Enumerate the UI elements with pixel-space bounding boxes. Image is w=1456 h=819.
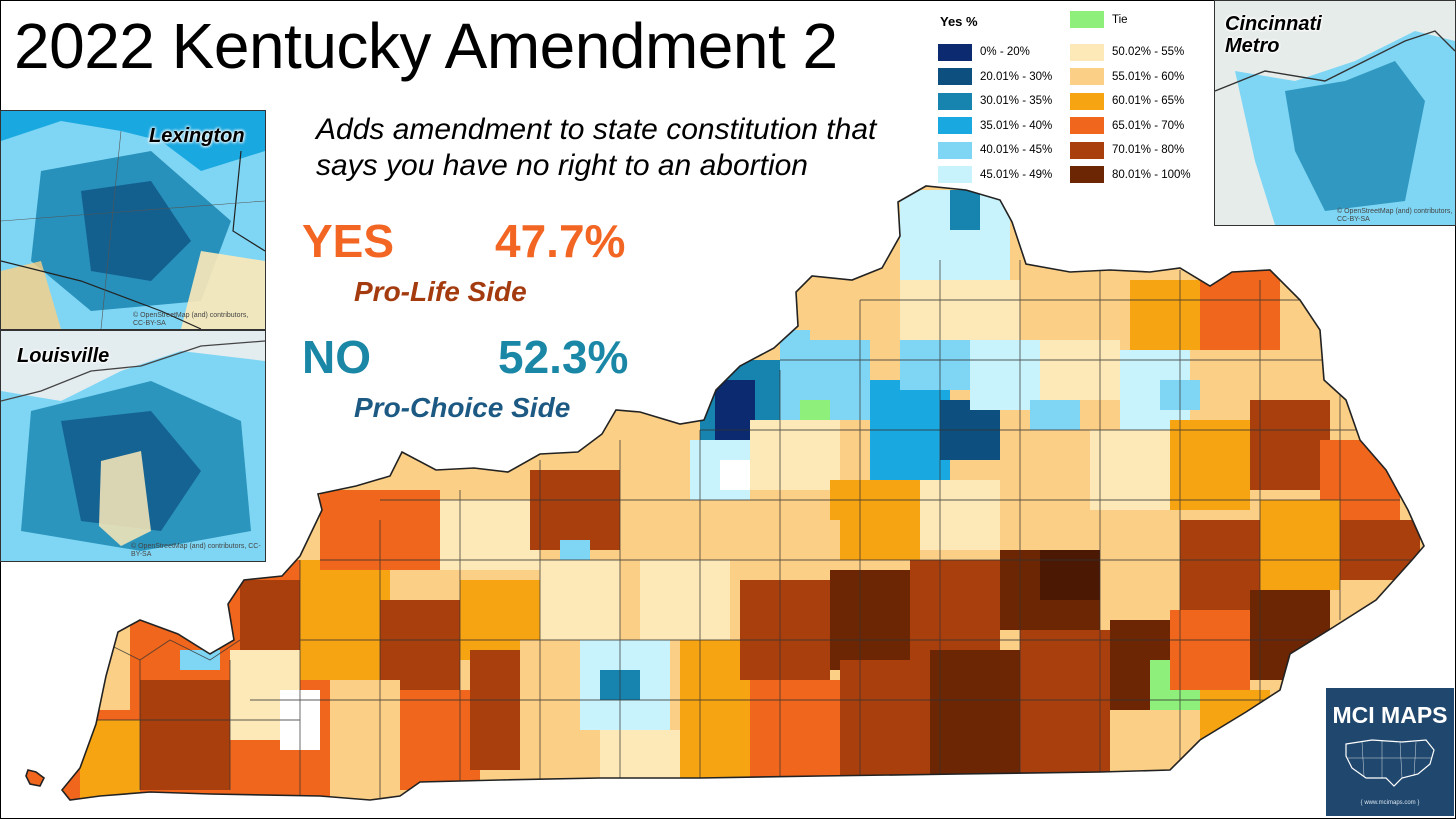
louisville-title: Louisville (17, 345, 110, 367)
yes-percent: 47.7% (495, 215, 626, 267)
legend-yes-column: 50.02% - 55% 55.01% - 60% 60.01% - 65% 6… (1070, 40, 1191, 187)
legend-swatch (938, 166, 972, 184)
louisville-credit: © OpenStreetMap (and) contributors, CC-B… (131, 543, 261, 558)
map-title: 2022 Kentucky Amendment 2 (14, 10, 838, 82)
lexington-title: Lexington (149, 125, 245, 147)
choropleth-regions (26, 190, 1420, 800)
legend-item: 50.02% - 55% (1070, 40, 1191, 65)
no-side-label: Pro-Choice Side (354, 392, 571, 423)
legend-item: 0% - 20% (938, 40, 1052, 65)
lexington-inset-map (1, 111, 265, 329)
legend-label: 45.01% - 49% (980, 168, 1053, 181)
legend-label: 55.01% - 60% (1112, 70, 1185, 83)
map-legend: Yes % Tie 0% - 20% 20.01% - 30% 30.01% -… (936, 10, 1206, 184)
legend-swatch (938, 117, 972, 135)
legend-label: 70.01% - 80% (1112, 144, 1185, 157)
legend-item: 20.01% - 30% (938, 65, 1052, 90)
legend-label: 50.02% - 55% (1112, 46, 1185, 59)
legend-item: 45.01% - 49% (938, 163, 1052, 188)
cincinnati-title-line1: Cincinnati (1225, 13, 1322, 35)
cincinnati-inset: Cincinnati Metro © OpenStreetMap (and) c… (1214, 0, 1456, 226)
legend-label: 60.01% - 65% (1112, 95, 1185, 108)
legend-item: 60.01% - 65% (1070, 89, 1191, 114)
legend-swatch-tie (1070, 11, 1104, 28)
cincinnati-title-line2: Metro (1225, 35, 1280, 57)
lexington-credit: © OpenStreetMap (and) contributors, CC-B… (133, 312, 249, 327)
us-map-icon (1345, 739, 1435, 787)
cincinnati-credit-line1: © OpenStreetMap (and) contributors, (1337, 208, 1453, 215)
lexington-inset: Lexington © OpenStreetMap (and) contribu… (0, 110, 266, 330)
louisville-inset-map (1, 331, 265, 561)
legend-swatch (1070, 92, 1104, 110)
legend-swatch (1070, 43, 1104, 61)
legend-item: 70.01% - 80% (1070, 138, 1191, 163)
legend-swatch (938, 43, 972, 61)
legend-item: 80.01% - 100% (1070, 163, 1191, 188)
louisville-inset: Louisville © OpenStreetMap (and) contrib… (0, 330, 266, 562)
yes-side-label: Pro-Life Side (354, 276, 527, 307)
legend-swatch (1070, 68, 1104, 86)
legend-no-column: 0% - 20% 20.01% - 30% 30.01% - 35% 35.01… (938, 40, 1052, 187)
legend-label: 35.01% - 40% (980, 119, 1053, 132)
no-label: NO (302, 331, 371, 383)
legend-item: 35.01% - 40% (938, 114, 1052, 139)
brand-url: { www.mcimaps.com } (1360, 800, 1420, 806)
cincinnati-credit-line2: CC-BY-SA (1337, 216, 1370, 223)
cincinnati-credit: © OpenStreetMap (and) contributors, CC-B… (1337, 208, 1453, 224)
legend-label: 80.01% - 100% (1112, 168, 1191, 181)
legend-swatch (1070, 141, 1104, 159)
legend-swatch (938, 92, 972, 110)
legend-header: Yes % (940, 14, 978, 29)
legend-label: 30.01% - 35% (980, 95, 1053, 108)
cincinnati-title: Cincinnati Metro (1225, 13, 1322, 57)
legend-item: 65.01% - 70% (1070, 114, 1191, 139)
legend-item: 30.01% - 35% (938, 89, 1052, 114)
legend-label: 40.01% - 45% (980, 144, 1053, 157)
legend-swatch (1070, 117, 1104, 135)
legend-swatch (938, 141, 972, 159)
legend-swatch (1070, 166, 1104, 184)
map-subtitle: Adds amendment to state constitution tha… (316, 113, 877, 182)
county-boundaries (90, 260, 1420, 800)
legend-tie-label: Tie (1112, 13, 1128, 26)
legend-tie: Tie (1070, 11, 1128, 28)
no-percent: 52.3% (498, 331, 629, 383)
legend-label: 0% - 20% (980, 46, 1030, 59)
yes-label: YES (302, 215, 395, 267)
legend-label: 20.01% - 30% (980, 70, 1053, 83)
legend-label: 65.01% - 70% (1112, 119, 1185, 132)
legend-item: 55.01% - 60% (1070, 65, 1191, 90)
cincinnati-inset-map (1215, 1, 1455, 225)
legend-swatch (938, 68, 972, 86)
mci-maps-logo: MCI MAPS { www.mcimaps.com } (1326, 688, 1454, 816)
legend-item: 40.01% - 45% (938, 138, 1052, 163)
brand-name: MCI MAPS (1332, 702, 1448, 728)
